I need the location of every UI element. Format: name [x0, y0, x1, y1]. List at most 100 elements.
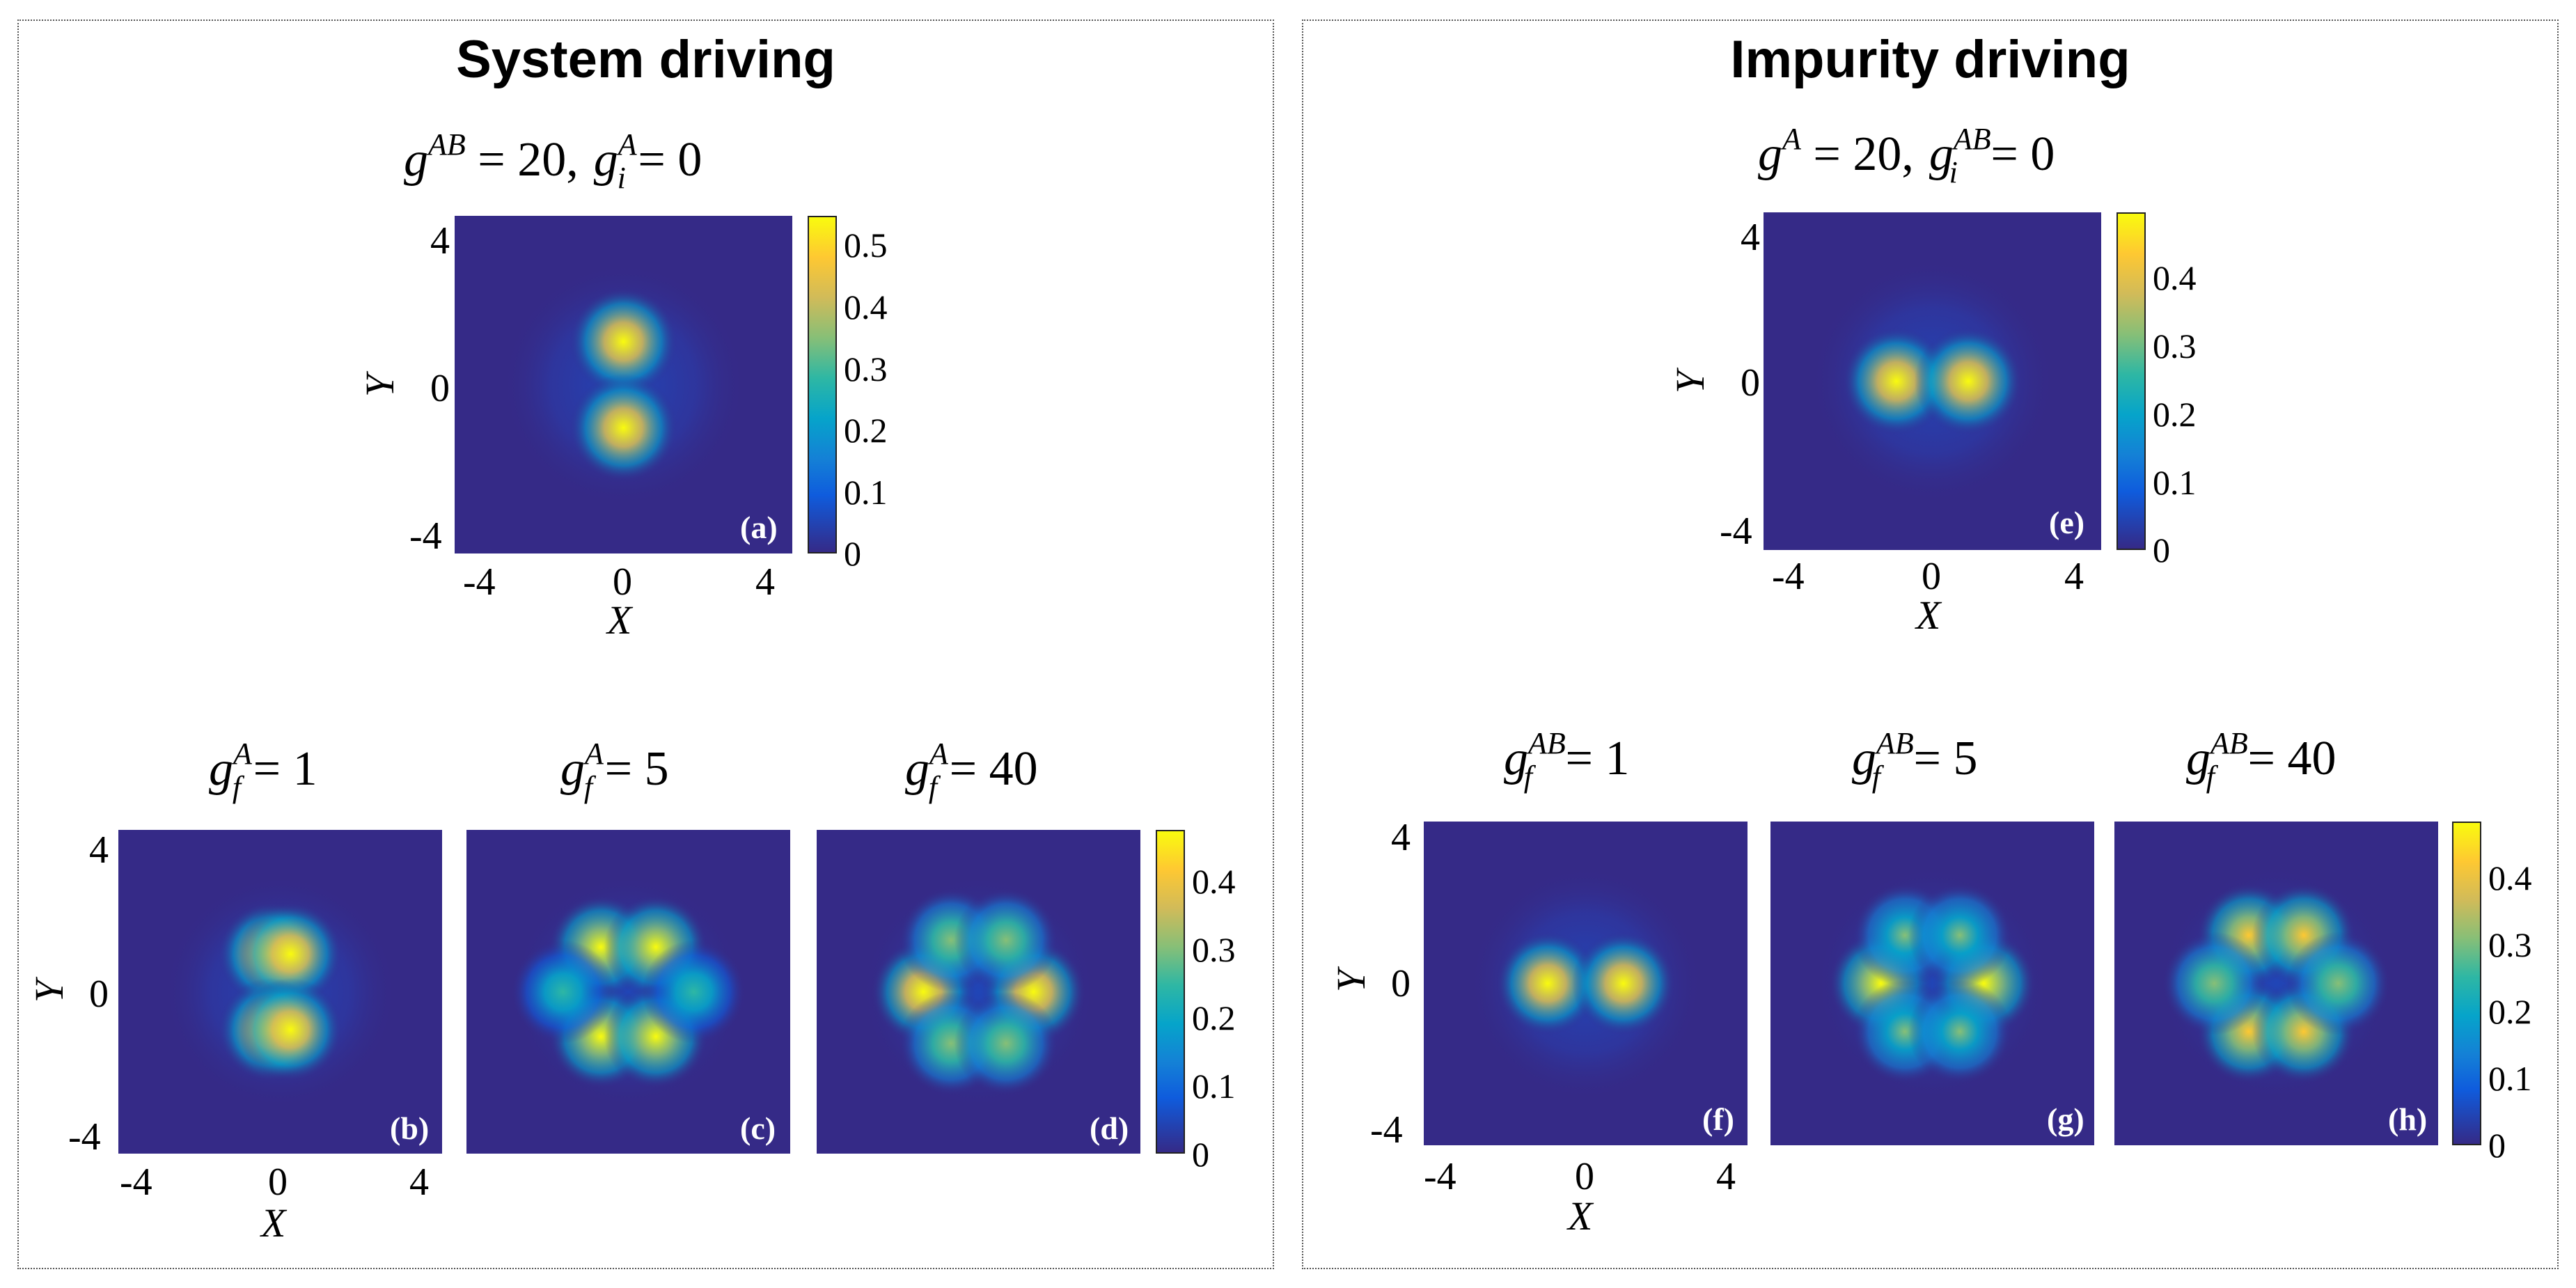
density-peak	[1914, 327, 2023, 436]
xtick-b-right: 4	[409, 1161, 429, 1204]
density-peak	[1908, 883, 2012, 987]
cbar-h-tick-1: 0.1	[2488, 1059, 2532, 1098]
heatmap-svg-b	[118, 830, 442, 1154]
ytick-e-top: 4	[1741, 216, 1760, 259]
title-f: gABf = 1	[1504, 726, 1630, 794]
title-g: gABf = 5	[1852, 726, 1978, 794]
ylabel-b: Y	[26, 980, 72, 1003]
panel-label-b: (b)	[390, 1110, 430, 1146]
cbar-d-tick-2: 0.2	[1192, 998, 1236, 1037]
xtick-f-right: 4	[1716, 1155, 1736, 1198]
ytick-a-mid: 0	[430, 367, 450, 410]
heatmap-c	[466, 830, 790, 1154]
panel-label-c: (c)	[740, 1110, 776, 1146]
heatmap-svg-d	[817, 830, 1140, 1154]
cbar-d-tick-3: 0.3	[1192, 930, 1236, 969]
density-peak	[954, 991, 1058, 1096]
ylabel-a: Y	[357, 374, 403, 398]
cbar-h-tick-4: 0.4	[2488, 858, 2532, 897]
heatmap-svg-h	[2114, 822, 2438, 1145]
ytick-f-bot: -4	[1370, 1108, 1403, 1152]
heatmap-e	[1764, 212, 2101, 550]
panel-label-a: (a)	[740, 510, 778, 545]
cbar-d-tick-4: 0.4	[1192, 862, 1236, 901]
ytick-e-mid: 0	[1741, 361, 1760, 405]
density-peak	[1571, 932, 1676, 1035]
heatmap-a	[455, 216, 792, 553]
panel-label-g: (g)	[2047, 1101, 2084, 1137]
colorbar-a	[808, 216, 837, 553]
cbar-h-tick-2: 0.2	[2488, 992, 2532, 1031]
xtick-f-mid: 0	[1575, 1155, 1594, 1198]
panel-label-h: (h)	[2388, 1101, 2428, 1137]
density-peak	[2286, 932, 2390, 1035]
ytick-b-top: 4	[89, 828, 109, 872]
xlabel-b: X	[261, 1200, 286, 1246]
cbar-a-tick-2: 0.2	[844, 411, 888, 450]
cbar-e-tick-4: 0.4	[2153, 258, 2197, 297]
density-peak	[511, 940, 615, 1044]
heatmap-svg-f	[1424, 822, 1748, 1145]
density-peak	[2162, 932, 2266, 1035]
impurity-driving-box	[1302, 19, 2559, 1269]
cbar-e-tick-0: 0	[2153, 531, 2170, 570]
heatmap-g	[1770, 822, 2094, 1145]
ytick-a-top: 4	[430, 219, 450, 262]
cbar-h-tick-3: 0.3	[2488, 925, 2532, 964]
ylabel-e: Y	[1667, 370, 1713, 394]
system-driving-box	[17, 19, 1274, 1269]
panel-label-d: (d)	[1090, 1110, 1129, 1146]
title-h: gABf = 40	[2186, 726, 2337, 794]
panel-label-f: (f)	[1702, 1101, 1734, 1137]
title-a: gAB = 20, gAi = 0	[404, 127, 702, 195]
cbar-d-tick-1: 0.1	[1192, 1067, 1236, 1106]
ytick-e-bot: -4	[1720, 510, 1752, 553]
impurity-driving-title: Impurity driving	[1730, 30, 2130, 89]
cbar-e-tick-1: 0.1	[2153, 463, 2197, 502]
xlabel-a: X	[607, 597, 632, 643]
heatmap-d	[817, 830, 1140, 1154]
cbar-d-tick-0: 0	[1192, 1135, 1209, 1174]
title-c: gAf = 5	[560, 737, 669, 804]
colorbar-e	[2116, 212, 2146, 550]
density-peak	[642, 940, 746, 1044]
xtick-e-left: -4	[1772, 555, 1805, 598]
density-peak	[238, 977, 343, 1082]
title-d: gAf = 40	[905, 737, 1038, 804]
title-e: gA = 20, gABi = 0	[1758, 122, 2055, 189]
xtick-a-right: 4	[755, 560, 775, 604]
cbar-a-tick-3: 0.3	[844, 350, 888, 388]
heatmap-svg-e	[1764, 212, 2101, 550]
ytick-f-mid: 0	[1391, 962, 1411, 1005]
cbar-h-tick-0: 0	[2488, 1126, 2506, 1165]
colorbar-d	[1156, 830, 1185, 1154]
cbar-a-tick-4: 0.4	[844, 288, 888, 327]
heatmap-b	[118, 830, 442, 1154]
xtick-b-left: -4	[120, 1161, 152, 1204]
xtick-e-right: 4	[2064, 555, 2084, 598]
xtick-e-mid: 0	[1922, 555, 1941, 598]
heatmap-svg-g	[1770, 822, 2094, 1145]
heatmap-svg-c	[466, 830, 790, 1154]
ytick-f-top: 4	[1391, 816, 1411, 859]
density-peak	[1495, 932, 1600, 1035]
ylabel-f: Y	[1328, 969, 1374, 993]
ytick-a-bot: -4	[409, 515, 442, 558]
title-b: gAf = 1	[209, 737, 317, 804]
density-peak	[954, 888, 1058, 992]
xtick-f-left: -4	[1424, 1155, 1456, 1198]
ytick-b-mid: 0	[89, 973, 109, 1016]
xtick-a-left: -4	[463, 560, 496, 604]
cbar-e-tick-3: 0.3	[2153, 327, 2197, 366]
heatmap-f	[1424, 822, 1748, 1145]
cbar-a-tick-5: 0.5	[844, 226, 888, 265]
xtick-b-mid: 0	[268, 1161, 288, 1204]
heatmap-h	[2114, 822, 2438, 1145]
cbar-e-tick-2: 0.2	[2153, 395, 2197, 434]
cbar-a-tick-0: 0	[844, 534, 861, 573]
density-peak	[569, 287, 678, 396]
density-peak	[1908, 980, 2012, 1084]
colorbar-h	[2452, 822, 2481, 1145]
system-driving-title: System driving	[456, 30, 835, 89]
cbar-a-tick-1: 0.1	[844, 473, 888, 512]
